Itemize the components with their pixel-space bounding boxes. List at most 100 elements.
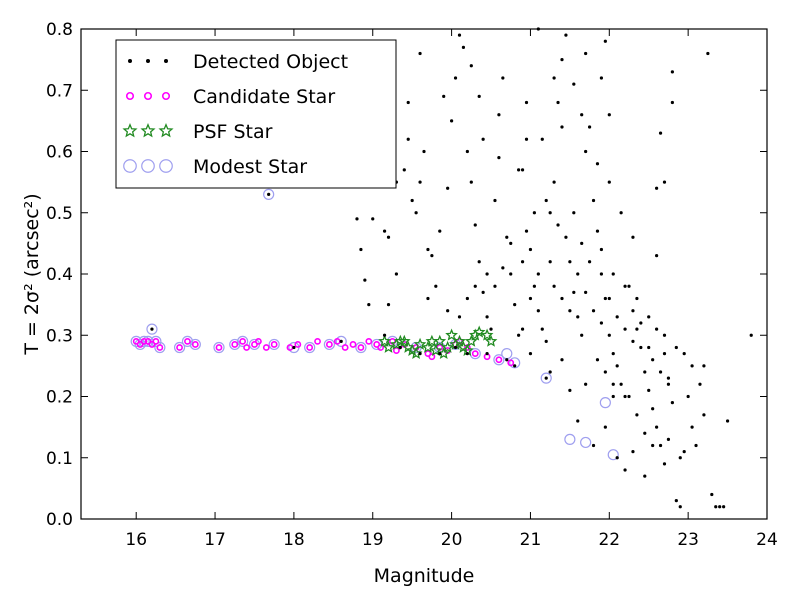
- candidate-star-point: [156, 344, 164, 351]
- detected-object-point: [505, 235, 509, 239]
- detected-object-point: [607, 333, 611, 337]
- legend: Detected Object Candidate Star PSF Star Mod…: [115, 39, 397, 189]
- candidate-star-point: [255, 337, 262, 345]
- detected-object-point: [485, 352, 489, 356]
- detected-object-point: [587, 260, 592, 264]
- detected-object-point: [580, 113, 584, 117]
- candidate-star-point: [176, 344, 183, 351]
- detected-object-point: [725, 419, 730, 423]
- x-axis: 16 17 18 19 20 21 22 23 24: [125, 29, 778, 550]
- y-axis-label: T = 2σ² (arcsec²): [21, 193, 43, 355]
- detected-object-point: [718, 505, 722, 509]
- detected-object-point: [548, 370, 552, 374]
- modest-star-point: [509, 357, 521, 369]
- detected-object-point: [698, 382, 702, 386]
- candidate-star-point: [349, 341, 357, 348]
- x-tick-label: 16: [125, 530, 147, 550]
- legend-label-detected-object: Detected Object: [193, 51, 348, 73]
- detected-object-point: [643, 474, 647, 478]
- detected-object-point: [418, 51, 422, 56]
- psf-star-point: [397, 334, 411, 347]
- candidate-star-point: [140, 337, 148, 345]
- detected-object-point: [580, 333, 584, 337]
- detected-object-point: [469, 180, 473, 184]
- modest-star-point: [146, 323, 158, 335]
- detected-object-point: [595, 358, 600, 362]
- detected-object-point: [548, 211, 552, 215]
- detected-object-point: [556, 223, 560, 227]
- detected-object-point: [560, 296, 564, 301]
- detected-object-point: [611, 272, 615, 276]
- detected-object-point: [615, 315, 619, 319]
- detected-object-point: [497, 156, 501, 160]
- detected-object-point: [434, 284, 438, 288]
- detected-object-point: [651, 407, 655, 411]
- detected-object-point: [635, 413, 639, 417]
- detected-object-point: [655, 327, 659, 331]
- y-tick-label: 0.5: [46, 204, 73, 224]
- detected-object-point: [548, 260, 552, 264]
- detected-object-point: [595, 162, 600, 166]
- detected-object-point: [658, 131, 663, 135]
- detected-object-point: [568, 309, 572, 313]
- psf-star-point: [421, 340, 435, 353]
- detected-object-point: [635, 327, 639, 331]
- detected-object-point: [418, 180, 422, 184]
- detected-object-point: [560, 358, 564, 362]
- detected-object-point: [651, 443, 655, 448]
- detected-object-point: [643, 431, 647, 435]
- y-tick-label: 0.1: [46, 449, 73, 469]
- modest-star-point: [564, 433, 576, 445]
- detected-object-point: [485, 315, 489, 319]
- candidate-star-point: [215, 344, 223, 351]
- detected-object-point: [584, 290, 588, 294]
- candidate-star-point: [294, 341, 302, 348]
- detected-object-point: [426, 296, 430, 301]
- psf-star-point: [413, 337, 427, 350]
- candidate-star-point: [231, 341, 239, 348]
- detected-object-point: [587, 125, 592, 129]
- candidate-star-point: [239, 337, 247, 345]
- psf-star-point: [484, 334, 498, 347]
- detected-object-point: [520, 327, 525, 331]
- modest-star-point: [540, 372, 552, 384]
- legend-marker-psf-star: [140, 123, 156, 138]
- detected-object-point: [749, 333, 753, 337]
- detected-object-point: [647, 345, 651, 350]
- detected-object-point: [524, 100, 529, 105]
- detected-object-point: [682, 450, 686, 454]
- detected-object-point: [509, 241, 513, 245]
- detected-object-point: [591, 443, 596, 448]
- legend-marker-candidate-star: [143, 91, 153, 101]
- detected-object-point: [528, 296, 533, 301]
- detected-object-point: [591, 198, 596, 203]
- candidate-star-point: [357, 344, 365, 351]
- detected-object-point: [647, 315, 651, 319]
- detected-object-point: [386, 235, 391, 239]
- detected-object-point: [686, 394, 690, 399]
- candidate-star-point: [306, 344, 314, 351]
- detected-object-point: [386, 303, 391, 307]
- legend-entry-modest-star: Modest Star: [123, 156, 307, 178]
- detected-object-point: [662, 352, 667, 356]
- detected-object-point: [489, 327, 493, 331]
- legend-marker-modest-star: [141, 159, 155, 173]
- detected-object-point: [367, 303, 371, 307]
- y-tick-label: 0.7: [46, 81, 73, 101]
- modest-star-point: [173, 341, 186, 354]
- detected-object-point: [465, 149, 469, 154]
- detected-object-point: [611, 382, 615, 386]
- candidate-star-point: [286, 344, 294, 351]
- psf-star-point: [393, 334, 407, 347]
- legend-marker-modest-star: [159, 159, 173, 173]
- detected-object-point: [406, 137, 410, 141]
- detected-object-point: [430, 254, 434, 258]
- detected-object-point: [627, 284, 631, 288]
- psf-star-point: [472, 325, 486, 338]
- candidate-star-point: [243, 344, 250, 351]
- y-tick-label: 0.0: [46, 510, 73, 530]
- detected-object-point: [453, 345, 458, 350]
- detected-object-point: [536, 272, 540, 276]
- modest-star-point: [323, 338, 335, 351]
- detected-object-point: [572, 82, 576, 86]
